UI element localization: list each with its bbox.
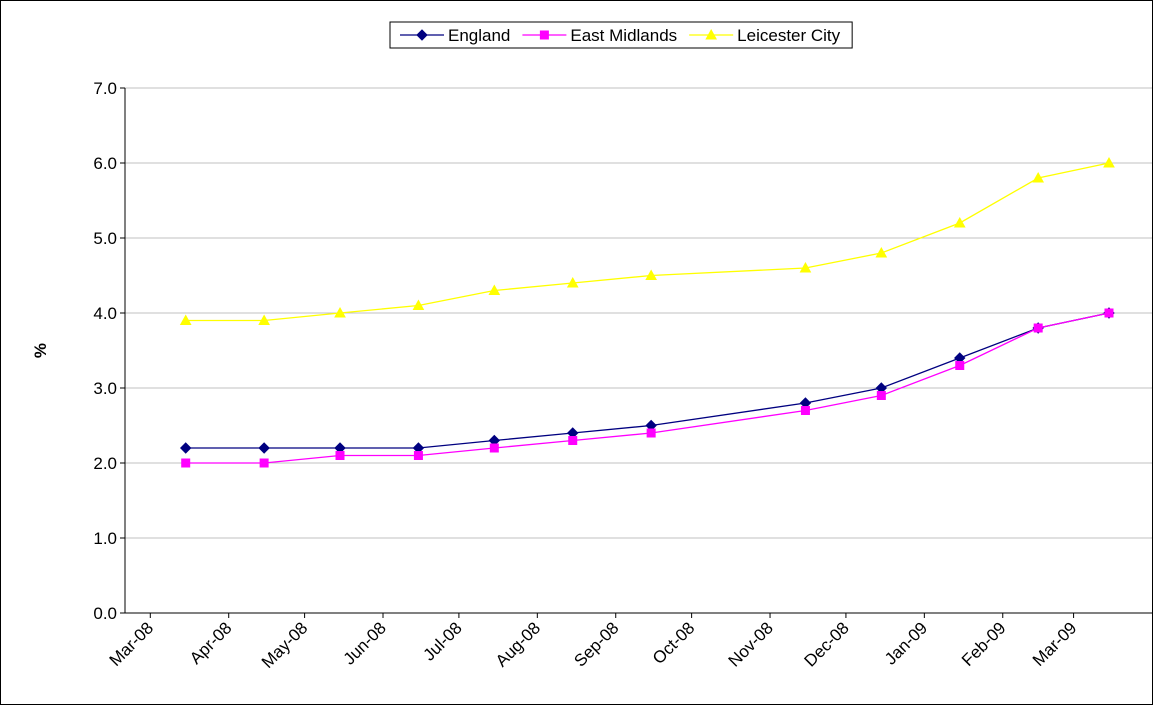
data-point bbox=[179, 314, 192, 325]
y-tick-label: 4.0 bbox=[93, 304, 117, 323]
data-point bbox=[568, 436, 578, 445]
data-point bbox=[1104, 308, 1114, 318]
y-tick-label: 1.0 bbox=[93, 529, 117, 548]
data-point bbox=[180, 442, 192, 454]
data-point bbox=[335, 451, 345, 460]
y-tick-label: 0.0 bbox=[93, 604, 117, 623]
data-point bbox=[799, 261, 812, 273]
series-line bbox=[185, 312, 1110, 464]
legend-item: East Midlands bbox=[522, 26, 677, 45]
legend-item: Leicester City bbox=[689, 26, 841, 45]
data-point bbox=[413, 451, 423, 460]
data-point bbox=[181, 458, 191, 468]
data-point bbox=[1103, 156, 1115, 168]
legend-label: Leicester City bbox=[737, 26, 840, 45]
data-point bbox=[258, 314, 270, 325]
data-point bbox=[412, 299, 425, 310]
legend: England East Midlands Leicester City bbox=[389, 21, 853, 49]
data-point bbox=[953, 216, 966, 228]
data-point bbox=[955, 361, 965, 370]
legend-swatch-marker bbox=[416, 29, 428, 41]
legend-box bbox=[389, 21, 853, 49]
y-tick-label: 6.0 bbox=[93, 154, 117, 173]
legend-swatch-marker bbox=[705, 28, 718, 40]
y-tick-label: 2.0 bbox=[93, 454, 117, 473]
legend-label: England bbox=[448, 26, 510, 45]
data-point bbox=[488, 284, 501, 295]
y-tick-label: 3.0 bbox=[93, 379, 117, 398]
y-tick-label: 5.0 bbox=[93, 229, 117, 248]
data-point bbox=[800, 406, 810, 415]
data-point bbox=[1032, 171, 1045, 183]
series-line bbox=[185, 312, 1110, 449]
legend-item: England bbox=[400, 26, 510, 45]
data-point bbox=[566, 276, 579, 288]
data-point bbox=[259, 458, 269, 468]
data-point bbox=[1033, 323, 1043, 333]
y-axis-title: % bbox=[31, 343, 50, 358]
series-leicester-city bbox=[179, 156, 1115, 325]
data-point bbox=[646, 428, 656, 438]
series-east-midlands bbox=[181, 308, 1114, 468]
data-point bbox=[489, 443, 499, 453]
series-line bbox=[185, 162, 1110, 322]
data-point bbox=[876, 391, 886, 400]
data-point bbox=[875, 246, 888, 258]
data-point bbox=[334, 306, 346, 318]
legend-swatch-marker bbox=[539, 30, 549, 40]
data-point bbox=[258, 442, 270, 454]
y-tick-label: 7.0 bbox=[93, 79, 117, 98]
legend-label: East Midlands bbox=[570, 26, 677, 45]
data-point bbox=[645, 269, 657, 280]
